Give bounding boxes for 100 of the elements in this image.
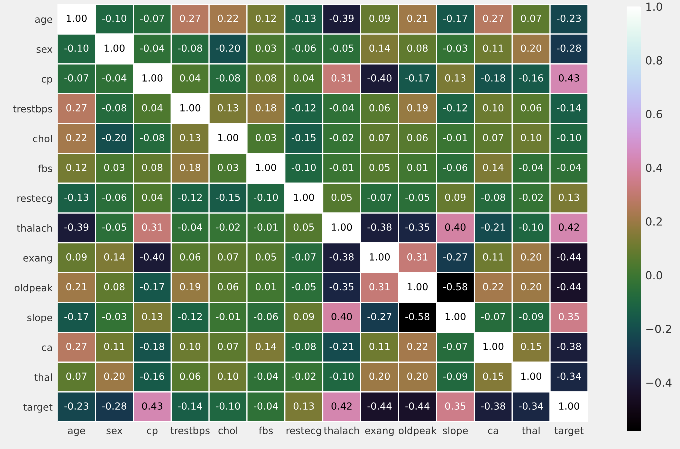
x-tick-label: trestbps [170,426,210,436]
data-label: 0.21 [408,14,428,22]
data-label: -0.21 [330,342,354,350]
y-tick-label: ca [42,346,52,352]
data-label: 0.13 [445,74,466,82]
data-label: -0.07 [444,342,468,350]
y-tick-label: age [35,18,52,26]
data-label: -0.04 [254,372,278,380]
data-label: -0.27 [368,313,392,320]
data-label: 0.27 [483,14,504,22]
color-bar-label: 0.4 [646,164,662,172]
data-label: -0.01 [330,164,354,172]
data-label: 0.06 [408,134,428,142]
data-label: 0.31 [370,283,390,291]
data-label: -0.44 [557,253,582,261]
data-label: -0.10 [216,402,240,410]
data-label: -0.12 [292,104,316,112]
y-tick-label: exang [24,256,52,264]
data-label: -0.14 [557,104,582,112]
data-label: 0.03 [104,164,125,172]
data-label: -0.40 [140,253,164,261]
data-label: 0.13 [142,313,163,320]
data-label: -0.06 [254,313,278,320]
data-label: 0.11 [370,342,390,350]
x-tick-label: age [68,428,86,436]
data-label: -0.09 [444,372,468,380]
data-label: -0.18 [481,74,506,82]
data-label: -0.28 [102,402,127,410]
data-label: -0.01 [216,313,240,320]
data-label: -0.17 [64,313,88,320]
data-label: -0.02 [330,134,354,142]
data-label: -0.58 [406,313,430,320]
data-label: -0.05 [292,283,316,291]
data-label: 0.15 [521,342,542,350]
color-bar-label: −0.4 [646,378,672,388]
data-label: -0.23 [557,14,582,22]
data-label: 0.08 [142,164,163,172]
data-label: -0.04 [330,104,354,112]
data-label: -0.44 [557,283,582,291]
data-label: 0.22 [408,342,428,350]
data-label: -0.07 [140,14,164,22]
data-label: -0.06 [444,164,468,172]
x-tick-label: oldpeak [398,426,437,436]
x-tick-label: ca [488,428,498,434]
data-label: 0.04 [142,104,163,112]
data-label: 0.07 [218,253,238,261]
data-label: 1.00 [66,14,87,22]
data-label: -0.10 [64,44,89,52]
data-label: -0.10 [557,134,582,142]
data-label: 0.43 [559,74,580,82]
data-label: 0.09 [66,253,87,261]
x-tick-label: thalach [324,426,360,434]
data-label: 1.00 [256,164,276,172]
data-label: -0.38 [557,342,582,350]
data-label: 0.13 [180,134,200,142]
data-label: -0.01 [444,134,468,142]
data-label: -0.17 [140,283,164,291]
data-label: 0.40 [332,313,352,320]
data-label: 1.00 [446,313,466,320]
data-label: -0.10 [292,164,316,172]
data-label: -0.08 [140,134,164,142]
data-label: 0.10 [521,134,542,142]
data-label: 0.22 [483,283,504,291]
data-label: -0.40 [368,74,392,82]
data-label: -0.02 [216,224,240,232]
data-label: 1.00 [408,283,428,291]
data-label: 1.00 [104,44,125,52]
data-label: 0.08 [256,74,276,82]
data-label: -0.39 [64,224,89,232]
data-label: -0.16 [140,372,164,380]
color-bar-label: −0.2 [646,324,672,334]
x-tick-label: target [554,427,584,436]
data-label: 1.00 [180,104,201,112]
data-label: 0.10 [218,372,238,380]
y-tick-label: cp [42,77,52,85]
data-label: 0.09 [294,313,314,320]
data-label: -0.04 [519,164,544,172]
data-label: 0.18 [256,104,276,112]
data-label: -0.18 [140,342,164,350]
data-label: -0.15 [292,134,316,142]
data-label: 0.04 [142,194,163,202]
data-label: 1.00 [332,224,352,232]
data-label: 0.20 [104,372,125,380]
x-tick-label: chol [218,426,238,434]
data-label: 0.20 [408,372,428,380]
data-label: 0.15 [483,372,504,380]
data-label: -0.12 [178,194,202,202]
data-label: -0.06 [292,44,316,52]
x-tick-label: restecg [286,427,322,436]
data-label: -0.16 [519,74,544,82]
data-label: 0.14 [104,253,125,261]
data-label: 0.03 [256,134,276,142]
x-tick-label: cp [147,428,158,436]
data-label: 0.14 [256,342,276,350]
data-label: 0.18 [180,164,201,172]
data-label: 0.42 [559,224,580,232]
data-label: -0.10 [330,372,354,380]
data-label: 0.06 [180,253,201,261]
data-label: -0.08 [481,194,506,202]
data-label: 1.00 [522,372,542,380]
